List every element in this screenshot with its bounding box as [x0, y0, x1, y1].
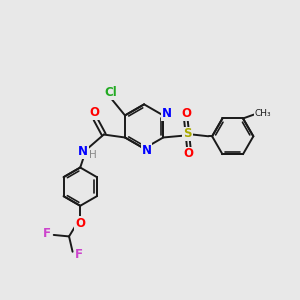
Text: O: O: [184, 148, 194, 160]
Text: F: F: [75, 248, 83, 261]
Text: O: O: [89, 106, 99, 119]
Text: F: F: [43, 227, 51, 240]
Text: O: O: [75, 217, 85, 230]
Text: Cl: Cl: [104, 86, 117, 99]
Text: CH₃: CH₃: [254, 109, 271, 118]
Text: O: O: [181, 107, 191, 120]
Text: H: H: [89, 150, 97, 160]
Text: S: S: [183, 128, 192, 140]
Text: N: N: [78, 145, 88, 158]
Text: N: N: [142, 144, 152, 158]
Text: N: N: [162, 107, 172, 120]
